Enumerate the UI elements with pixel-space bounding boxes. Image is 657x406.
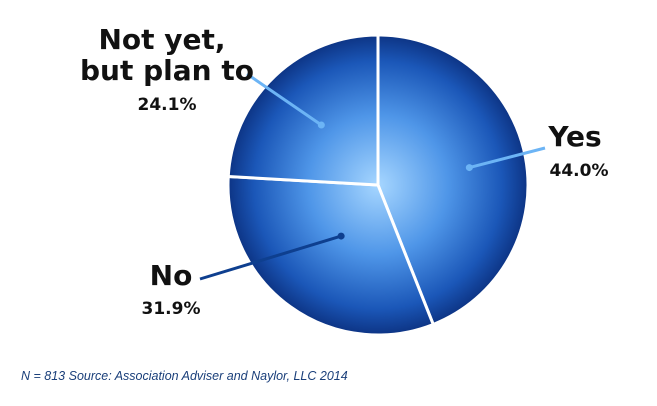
pie-slices <box>226 33 530 337</box>
slice-label-yes: Yes <box>547 120 601 153</box>
label-no: No 31.9% <box>142 259 201 319</box>
slice-label-not-yet-line1: Not yet, <box>98 23 225 56</box>
slice-label-no: No <box>150 259 193 292</box>
slice-label-not-yet-line2: but plan to <box>80 54 254 87</box>
label-yes: Yes 44.0% <box>547 120 608 181</box>
leader-dot-no <box>337 232 345 240</box>
leader-dot-yes <box>465 164 473 172</box>
leader-line-no <box>199 234 342 281</box>
leader-line-not-yet <box>246 72 323 127</box>
leader-dot-not-yet <box>317 121 325 129</box>
leader-lines <box>199 72 546 281</box>
slice-value-no: 31.9% <box>142 299 201 319</box>
pie-slice-no <box>226 175 435 337</box>
slice-value-not-yet: 24.1% <box>138 95 197 115</box>
source-note: N = 813 Source: Association Adviser and … <box>21 369 348 383</box>
pie-slice-not-yet <box>226 33 380 187</box>
label-not-yet: Not yet, but plan to 24.1% <box>80 23 254 115</box>
pie-slice-yes <box>376 33 530 326</box>
slice-value-yes: 44.0% <box>550 161 609 181</box>
leader-line-yes <box>468 146 546 170</box>
